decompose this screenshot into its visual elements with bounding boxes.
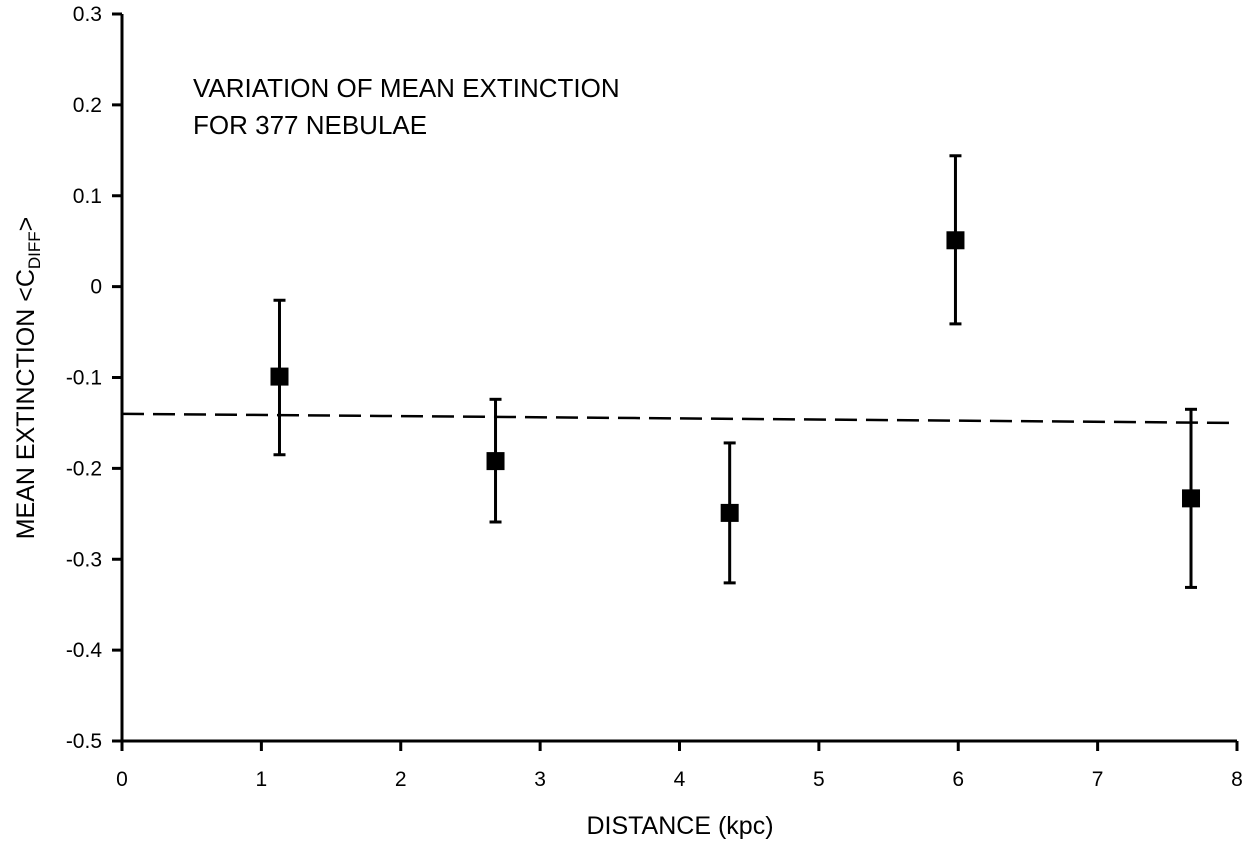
x-axis-ticks: 0 1 2 3 4 5 6 7 8 — [116, 741, 1243, 791]
x-tick-label: 0 — [116, 768, 128, 791]
y-tick-label: 0.2 — [73, 94, 102, 117]
data-point-marker — [486, 452, 505, 471]
x-tick-label: 8 — [1231, 768, 1243, 791]
y-tick-label: -0.5 — [66, 730, 102, 753]
y-axis-title-main: MEAN EXTINCTION <C — [12, 269, 40, 539]
x-axis-title: DISTANCE (kpc) — [586, 812, 773, 840]
x-tick-label: 3 — [534, 768, 546, 791]
data-point-marker — [1182, 489, 1201, 508]
data-point-group — [270, 298, 289, 457]
data-point-group — [720, 441, 739, 585]
fit-line — [121, 412, 1238, 425]
y-tick-label: 0 — [90, 276, 102, 299]
x-tick-label: 5 — [813, 768, 825, 791]
data-point-marker — [720, 503, 739, 522]
y-axis-ticks: 0.3 0.2 0.1 0 -0.1 -0.2 -0.3 -0.4 -0.5 — [66, 3, 122, 753]
data-point-marker — [946, 231, 965, 250]
data-point-group — [1182, 407, 1201, 589]
y-tick-label: -0.3 — [66, 548, 102, 571]
annotation-line-2: FOR 377 NEBULAE — [193, 110, 427, 140]
x-tick-label: 7 — [1092, 768, 1104, 791]
x-tick-label: 4 — [674, 768, 686, 791]
x-tick-label: 2 — [395, 768, 407, 791]
x-tick-label: 6 — [952, 768, 964, 791]
y-tick-label: -0.4 — [66, 639, 103, 662]
data-point-marker — [270, 367, 289, 386]
y-tick-label: -0.2 — [66, 457, 102, 480]
data-points — [270, 154, 1201, 589]
data-point-group — [946, 154, 965, 326]
y-tick-label: 0.1 — [73, 185, 102, 208]
y-axis-title-end: > — [12, 217, 40, 232]
data-point-group — [486, 397, 505, 524]
y-axis-title-subscript: DIFF — [25, 231, 44, 269]
annotation-line-1: VARIATION OF MEAN EXTINCTION — [193, 73, 620, 103]
y-tick-label: -0.1 — [66, 367, 102, 390]
fit-line-group — [121, 412, 1238, 425]
y-tick-label: 0.3 — [73, 3, 102, 26]
x-tick-label: 1 — [256, 768, 268, 791]
y-axis-title: MEAN EXTINCTION <CDIFF> — [12, 217, 44, 540]
